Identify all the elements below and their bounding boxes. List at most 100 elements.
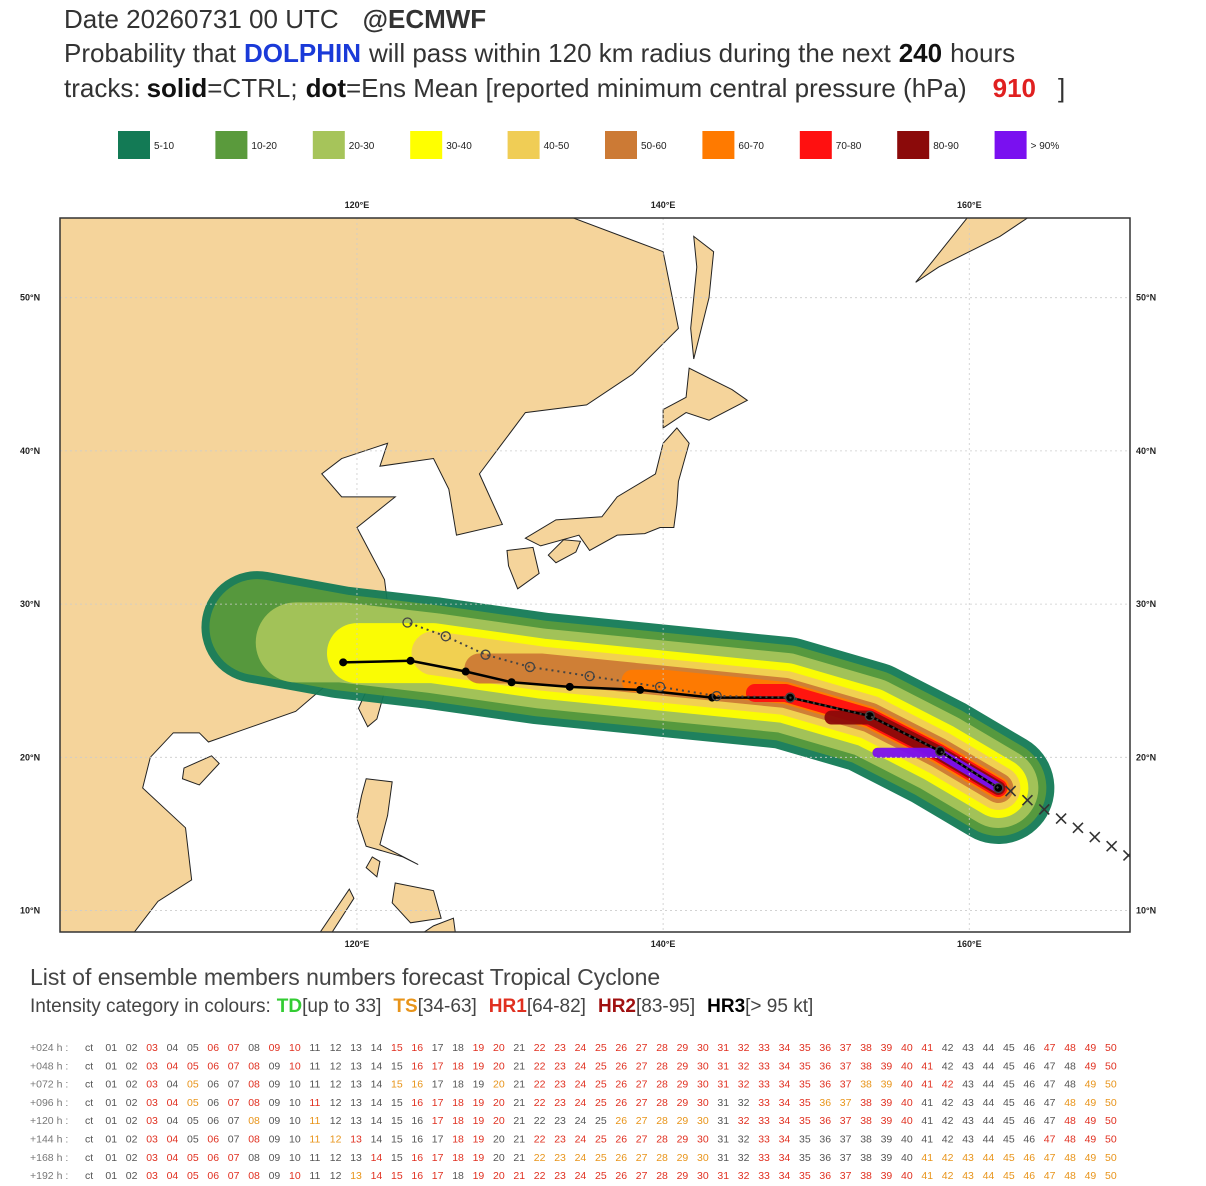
track-cross [1038,803,1050,815]
member-number: 14 [371,1060,383,1072]
member-number: 12 [330,1042,342,1054]
member-number: 21 [513,1115,525,1127]
member-number: 12 [330,1060,342,1072]
member-number: ct [85,1097,93,1109]
member-number: 49 [1085,1134,1097,1146]
legend-swatch [702,131,735,159]
member-number: 31 [717,1152,729,1164]
member-number: 22 [534,1097,546,1109]
member-number: 01 [105,1060,117,1072]
track-cross [1089,831,1101,843]
header-text: hours [950,38,1015,68]
member-number: 06 [207,1060,219,1072]
member-number: 13 [350,1170,362,1182]
track-point [402,617,413,628]
header-text: 240 [899,38,942,68]
member-number: 33 [758,1097,770,1109]
member-number: 43 [962,1042,974,1054]
category-name: TD [277,996,302,1017]
member-number: 27 [636,1115,648,1127]
member-number: 16 [411,1079,423,1091]
member-number: 19 [473,1170,485,1182]
member-number: 46 [1023,1079,1035,1091]
member-number: 21 [513,1042,525,1054]
member-number: 01 [105,1115,117,1127]
category-name: HR1 [489,996,527,1017]
member-number: 13 [350,1097,362,1109]
member-number: 35 [799,1134,811,1146]
member-number: 32 [738,1134,750,1146]
member-number: 01 [105,1097,117,1109]
member-number: 26 [615,1060,627,1072]
member-number: 11 [309,1115,320,1127]
date: Date 20260731 00 UTC [64,4,339,34]
member-number: 11 [309,1097,320,1109]
land [547,539,582,564]
land [662,367,749,429]
member-number: 25 [595,1042,607,1054]
x-tick-label: 160°E [957,939,982,949]
member-number: 19 [473,1134,485,1146]
member-number: 25 [595,1134,607,1146]
legend-label: 10-20 [251,141,277,152]
member-number: 45 [1003,1115,1015,1127]
legend-label: 80-90 [933,141,959,152]
member-number: 18 [452,1170,464,1182]
track-point [654,681,666,692]
member-number: 47 [1044,1060,1056,1072]
track-point [864,710,875,722]
legend-swatch [799,131,832,159]
member-number: 38 [860,1097,872,1109]
track-cross [1122,849,1130,861]
member-number: 30 [697,1152,709,1164]
member-number: 30 [697,1097,709,1109]
member-number: 50 [1105,1152,1117,1164]
member-number: 49 [1085,1060,1097,1072]
member-number: 50 [1105,1097,1117,1109]
member-number: 07 [228,1042,240,1054]
member-number: 15 [391,1079,403,1091]
member-number: 34 [779,1079,791,1091]
member-number: 28 [656,1060,668,1072]
lead-time: +120 h : [30,1115,68,1127]
member-number: 39 [881,1170,893,1182]
ensemble-title: List of ensemble members numbers forecas… [30,964,660,990]
member-number: 09 [269,1152,281,1164]
member-number: 10 [289,1134,301,1146]
legend-label: 20-30 [349,141,375,152]
member-number: 08 [248,1134,260,1146]
member-number: 37 [840,1042,852,1054]
member-number: 27 [636,1079,648,1091]
track-point [636,685,645,694]
legend-label: 60-70 [738,141,764,152]
member-number: 03 [146,1134,158,1146]
member-number: 31 [717,1170,729,1182]
member-number: 07 [228,1170,240,1182]
member-number: 41 [921,1152,933,1164]
member-number: 07 [228,1079,240,1091]
member-number: 26 [615,1042,627,1054]
member-number: 10 [289,1060,301,1072]
member-number: 41 [921,1134,933,1146]
land [60,218,679,932]
member-number: 20 [493,1152,505,1164]
member-number: 11 [309,1079,320,1091]
member-number: 38 [860,1042,872,1054]
member-number: 33 [758,1134,770,1146]
header-text: Probability that [64,38,237,68]
member-number: 42 [942,1097,954,1109]
member-number: 49 [1085,1097,1097,1109]
member-number: 47 [1044,1170,1056,1182]
member-number: 31 [717,1134,729,1146]
member-number: 42 [942,1079,954,1091]
member-number: 07 [228,1134,240,1146]
member-number: 05 [187,1134,199,1146]
member-number: 05 [187,1152,199,1164]
member-number: 44 [983,1152,995,1164]
member-number: 29 [677,1170,689,1182]
track-point [524,661,536,673]
legend-label: 50-60 [641,141,667,152]
header-text: =Ens Mean [reported minimum central pres… [346,73,967,103]
member-number: 07 [228,1115,240,1127]
member-number: ct [85,1042,93,1054]
